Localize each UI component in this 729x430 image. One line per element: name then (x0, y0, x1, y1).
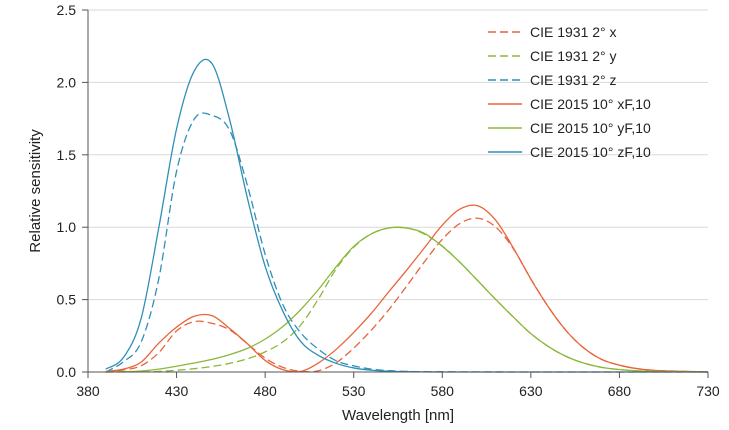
x-tick-label: 430 (165, 383, 189, 399)
y-axis-title: Relative sensitivity (27, 129, 44, 253)
legend-label: CIE 2015 10° yF,10 (530, 120, 651, 136)
axes: 0.0 0.5 1.0 1.5 2.0 2.5 380 430 480 530 580 630 680 7… (57, 2, 720, 399)
series-line-3 (105, 204, 709, 373)
legend: CIE 1931 2° x CIE 1931 2° y CIE 1931 2° z C… (488, 24, 651, 160)
x-tick-label: 380 (76, 383, 100, 399)
x-tick-label: 630 (519, 383, 543, 399)
y-tick-label: 1.5 (57, 147, 77, 163)
x-tick-label: 730 (696, 383, 720, 399)
y-tick-label: 0.0 (57, 364, 77, 380)
x-tick-label: 680 (608, 383, 632, 399)
y-tick-label: 0.5 (57, 292, 77, 308)
gridlines (88, 9, 708, 373)
y-tick-label: 2.0 (57, 74, 77, 90)
x-axis-title: Wavelength [nm] (342, 407, 454, 424)
legend-label: CIE 2015 10° xF,10 (530, 96, 651, 112)
x-tick-label: 530 (342, 383, 366, 399)
legend-label: CIE 2015 10° zF,10 (530, 144, 651, 160)
y-tick-label: 1.0 (57, 219, 77, 235)
legend-label: CIE 1931 2° x (530, 24, 617, 40)
x-tick-label: 480 (253, 383, 277, 399)
x-tick-label: 580 (431, 383, 455, 399)
series-line-0 (105, 217, 709, 373)
series-line-4 (105, 226, 709, 373)
legend-label: CIE 1931 2° z (530, 72, 617, 88)
legend-label: CIE 1931 2° y (530, 48, 617, 64)
y-tick-label: 2.5 (57, 2, 77, 18)
